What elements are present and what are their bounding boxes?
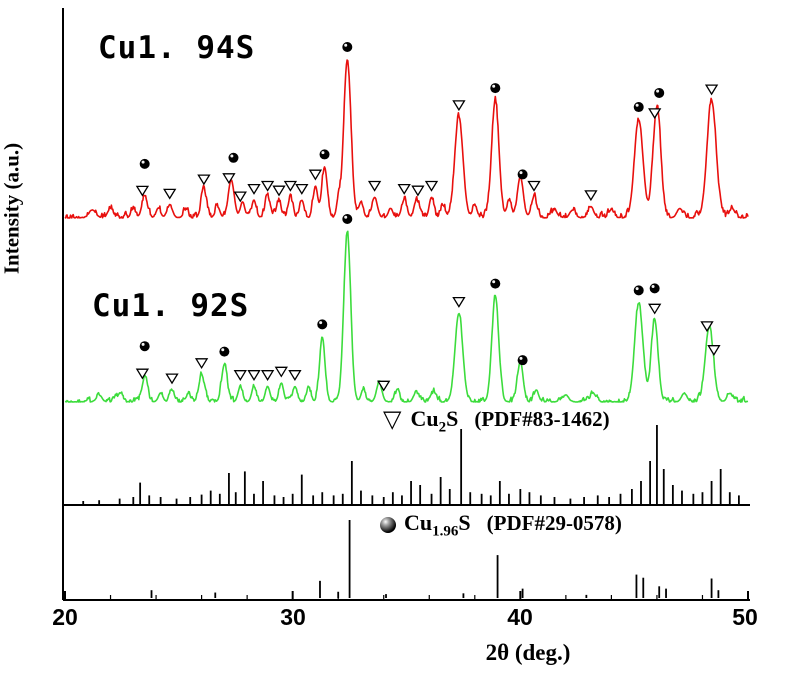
legend-cu2s: ▽ Cu2S (PDF#83-1462) <box>383 404 610 436</box>
series-label-cu194s: Cu1. 94S <box>98 30 256 66</box>
peak-markers-cu192s <box>135 214 721 392</box>
cu2s-triangle-marker <box>194 358 209 370</box>
cu196s-sphere-marker <box>319 149 330 160</box>
sphere-highlight <box>141 342 145 346</box>
cu2s-triangle-marker <box>163 188 177 200</box>
sphere-highlight <box>344 43 348 47</box>
cu196s-sphere-marker <box>633 102 644 113</box>
cu2s-triangle-marker <box>272 185 286 197</box>
cu196s-sphere-marker <box>649 283 660 294</box>
sphere-highlight <box>230 154 234 158</box>
y-axis-title: Intensity (a.u.) <box>0 142 24 275</box>
cu196s-sphere-marker <box>139 158 150 169</box>
cu2s-triangle-marker <box>295 183 309 195</box>
cu196s-sphere-marker <box>490 278 501 289</box>
cu196s-sphere-marker <box>342 41 353 52</box>
cu2s-triangle-marker <box>397 183 411 195</box>
sphere-highlight <box>519 171 523 175</box>
sphere-highlight <box>319 321 323 325</box>
sphere-highlight <box>519 356 523 360</box>
sphere-highlight <box>221 348 225 352</box>
cu2s-triangle-marker <box>233 191 247 203</box>
legend-cu196s-formula: Cu1.96S <box>404 510 471 540</box>
cu2s-triangle-marker <box>377 380 391 392</box>
cu2s-triangle-marker <box>222 173 236 185</box>
cu196s-stick-pattern <box>150 520 720 598</box>
cu196s-sphere-marker <box>317 319 328 330</box>
xrd-curve-cu194s <box>64 59 749 219</box>
cu2s-stick-pattern <box>82 425 740 505</box>
cu2s-triangle-marker <box>648 303 662 315</box>
legend-cu2s-formula: Cu2S <box>410 406 459 436</box>
x-tick-20: 20 <box>52 604 78 630</box>
cu2s-triangle-marker <box>247 183 261 195</box>
cu196s-sphere-marker <box>490 83 501 94</box>
cu2s-triangle-marker <box>135 185 150 197</box>
xrd-curve-cu192s <box>64 230 749 403</box>
cu2s-triangle-marker <box>165 373 179 385</box>
x-axis-ticks <box>64 591 749 600</box>
legend-cu2s-pdf: (PDF#83-1462) <box>474 407 610 431</box>
cu2s-triangle-marker <box>700 321 714 333</box>
cu196s-sphere-marker <box>517 169 528 180</box>
cu2s-triangle-marker <box>260 180 275 192</box>
cu2s-triangle-marker <box>197 174 211 186</box>
cu196s-sphere-marker <box>139 341 150 352</box>
sphere-icon <box>380 517 396 534</box>
sphere-highlight <box>635 287 639 291</box>
cu2s-triangle-marker <box>283 180 298 192</box>
cu2s-triangle-marker <box>704 84 719 96</box>
cu2s-triangle-marker <box>308 169 323 181</box>
cu196s-sphere-marker <box>633 285 644 296</box>
cu196s-sphere-marker <box>654 87 665 98</box>
cu2s-triangle-marker <box>424 180 439 192</box>
cu2s-triangle-marker <box>274 366 288 378</box>
series-label-cu192s: Cu1. 92S <box>92 288 250 324</box>
sphere-highlight <box>344 215 348 219</box>
cu2s-triangle-marker <box>707 345 721 356</box>
x-tick-30: 30 <box>280 604 306 630</box>
cu196s-sphere-marker <box>228 152 239 163</box>
sphere-highlight <box>651 285 655 289</box>
cu196s-sphere-marker <box>342 214 353 224</box>
x-tick-50: 50 <box>732 604 758 630</box>
cu2s-triangle-marker <box>648 108 662 120</box>
cu2s-triangle-marker <box>452 100 466 112</box>
x-axis-title: 2θ (deg.) <box>485 640 571 665</box>
cu2s-triangle-marker <box>247 370 261 381</box>
sphere-highlight <box>141 160 145 164</box>
cu196s-sphere-marker <box>517 355 528 366</box>
cu196s-sphere-marker <box>219 346 230 357</box>
cu2s-triangle-marker <box>288 370 302 381</box>
cu2s-triangle-marker <box>452 296 466 308</box>
cu2s-triangle-marker <box>135 368 150 380</box>
legend-cu196s: Cu1.96S (PDF#29-0578) <box>380 510 622 540</box>
cu2s-triangle-marker <box>411 185 425 197</box>
x-tick-40: 40 <box>507 604 533 630</box>
legend-cu196s-pdf: (PDF#29-0578) <box>486 511 622 535</box>
cu2s-triangle-marker <box>527 180 541 192</box>
sphere-highlight <box>321 151 325 155</box>
cu2s-triangle-marker <box>584 190 598 202</box>
sphere-highlight <box>492 84 496 88</box>
sphere-highlight <box>492 280 496 284</box>
cu2s-triangle-marker <box>367 180 382 192</box>
cu2s-triangle-marker <box>233 370 247 381</box>
sphere-highlight <box>656 89 660 93</box>
open-triangle-icon: ▽ <box>383 405 402 433</box>
cu2s-triangle-marker <box>260 370 275 381</box>
sphere-highlight <box>635 103 639 107</box>
peak-markers-cu194s <box>135 41 719 203</box>
